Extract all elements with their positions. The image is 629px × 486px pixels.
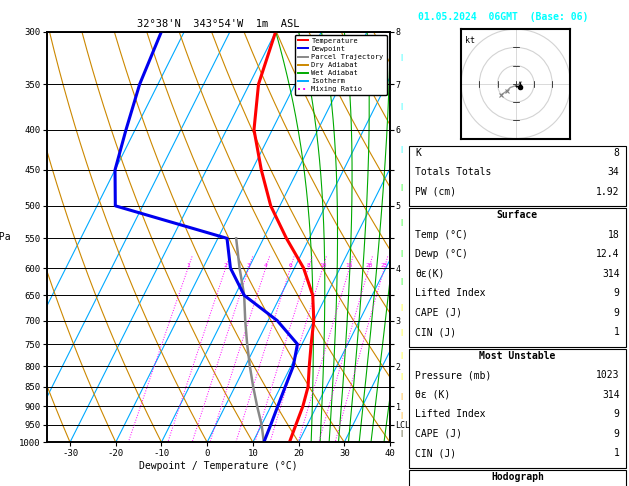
Y-axis label: hPa: hPa	[0, 232, 11, 242]
Text: CAPE (J): CAPE (J)	[415, 308, 462, 318]
Text: θε(K): θε(K)	[415, 269, 445, 279]
Text: 6: 6	[288, 263, 292, 268]
Text: 10: 10	[319, 263, 326, 268]
X-axis label: Dewpoint / Temperature (°C): Dewpoint / Temperature (°C)	[139, 461, 298, 471]
Text: Dewp (°C): Dewp (°C)	[415, 249, 468, 260]
Text: 9: 9	[614, 429, 620, 439]
Text: 8: 8	[614, 148, 620, 158]
Title: 32°38'N  343°54'W  1m  ASL: 32°38'N 343°54'W 1m ASL	[137, 19, 300, 30]
Text: 314: 314	[602, 390, 620, 400]
Text: |: |	[399, 250, 403, 257]
Text: 9: 9	[614, 409, 620, 419]
Text: 1.92: 1.92	[596, 187, 620, 197]
Text: Mixing Ratio (g/kg): Mixing Ratio (g/kg)	[426, 213, 436, 301]
Text: 15: 15	[345, 263, 353, 268]
Text: |: |	[399, 329, 403, 336]
Text: 1023: 1023	[596, 370, 620, 381]
Text: |: |	[399, 430, 403, 437]
Text: 01.05.2024  06GMT  (Base: 06): 01.05.2024 06GMT (Base: 06)	[418, 12, 589, 22]
Text: CAPE (J): CAPE (J)	[415, 429, 462, 439]
Text: 4: 4	[264, 263, 267, 268]
Text: Hodograph: Hodograph	[491, 472, 544, 482]
Text: © weatheronline.co.uk: © weatheronline.co.uk	[464, 471, 568, 480]
Text: CIN (J): CIN (J)	[415, 327, 456, 337]
Text: Pressure (mb): Pressure (mb)	[415, 370, 491, 381]
Text: |: |	[399, 104, 403, 110]
Text: 1: 1	[614, 448, 620, 458]
Text: 2: 2	[223, 263, 227, 268]
Text: 12.4: 12.4	[596, 249, 620, 260]
Text: K: K	[415, 148, 421, 158]
Text: 25: 25	[381, 263, 388, 268]
Text: 3: 3	[247, 263, 250, 268]
Text: |: |	[399, 278, 403, 285]
Text: 1: 1	[186, 263, 190, 268]
Text: 34: 34	[608, 167, 620, 177]
Text: |: |	[399, 393, 403, 400]
Text: |: |	[399, 412, 403, 419]
Text: θε (K): θε (K)	[415, 390, 450, 400]
Text: kt: kt	[465, 36, 475, 46]
Text: |: |	[399, 146, 403, 153]
Text: |: |	[399, 304, 403, 312]
Text: 18: 18	[608, 230, 620, 240]
Text: 9: 9	[614, 308, 620, 318]
Text: Surface: Surface	[497, 210, 538, 221]
Text: 20: 20	[365, 263, 372, 268]
Text: Lifted Index: Lifted Index	[415, 288, 486, 298]
Text: |: |	[399, 54, 403, 61]
Text: Temp (°C): Temp (°C)	[415, 230, 468, 240]
Text: 314: 314	[602, 269, 620, 279]
Text: Lifted Index: Lifted Index	[415, 409, 486, 419]
Legend: Temperature, Dewpoint, Parcel Trajectory, Dry Adiabat, Wet Adiabat, Isotherm, Mi: Temperature, Dewpoint, Parcel Trajectory…	[295, 35, 386, 95]
Y-axis label: km
ASL: km ASL	[423, 227, 438, 246]
Text: |: |	[399, 219, 403, 226]
Text: CIN (J): CIN (J)	[415, 448, 456, 458]
Text: PW (cm): PW (cm)	[415, 187, 456, 197]
Text: Totals Totals: Totals Totals	[415, 167, 491, 177]
Text: Most Unstable: Most Unstable	[479, 351, 555, 361]
Text: 9: 9	[614, 288, 620, 298]
Text: 8: 8	[306, 263, 310, 268]
Text: |: |	[399, 352, 403, 359]
Text: 1: 1	[614, 327, 620, 337]
Text: |: |	[399, 373, 403, 380]
Text: |: |	[399, 184, 403, 191]
